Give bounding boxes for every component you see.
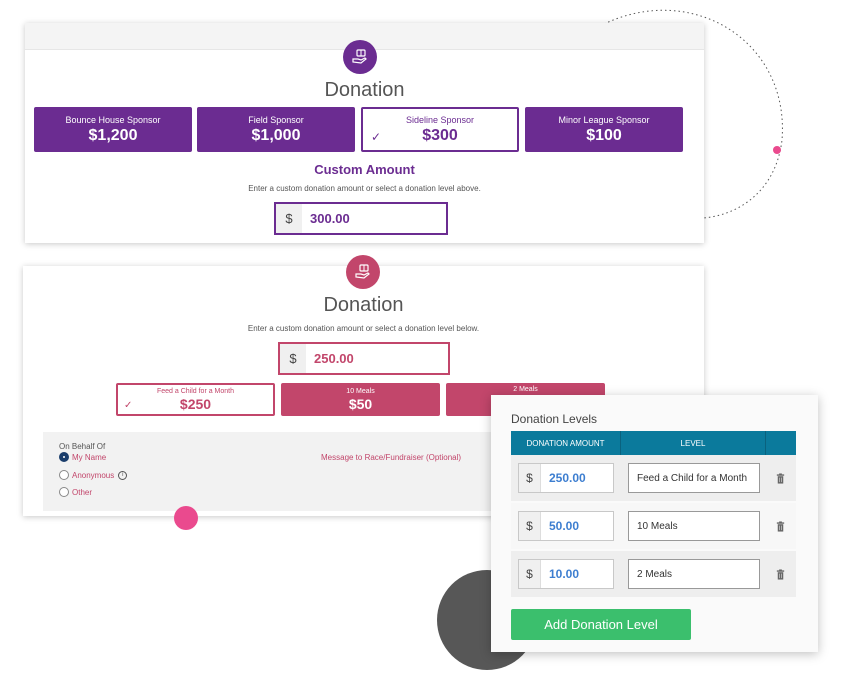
helper-text: Enter a custom donation amount or select…: [247, 324, 480, 333]
custom-amount-title: Custom Amount: [314, 162, 415, 177]
message-label: Message to Race/Fundraiser (Optional): [321, 453, 462, 462]
custom-amount-input[interactable]: $ 300.00: [274, 202, 448, 235]
amount-field[interactable]: $ 10.00: [518, 559, 614, 589]
level-amount: $50: [348, 395, 373, 412]
level-button-feed-child[interactable]: Feed a Child for a Month $250 ✓: [116, 383, 275, 416]
add-donation-level-button[interactable]: Add Donation Level: [511, 609, 691, 640]
trash-icon[interactable]: [772, 518, 788, 534]
radio-icon[interactable]: [59, 487, 69, 497]
trash-icon[interactable]: [772, 566, 788, 582]
amount-value[interactable]: 300.00: [310, 211, 350, 226]
amount-value[interactable]: 250.00: [549, 471, 586, 485]
level-name: Feed a Child for a Month: [156, 387, 235, 395]
amount-value[interactable]: 250.00: [314, 351, 354, 366]
level-amount: $300: [422, 126, 458, 144]
radio-label: Other: [72, 487, 93, 497]
level-button-10-meals[interactable]: 10 Meals $50: [281, 383, 440, 416]
table-row: $ 50.00 10 Meals: [511, 503, 796, 549]
helper-text: Enter a custom donation amount or select…: [248, 184, 481, 193]
amount-field[interactable]: $ 50.00: [518, 511, 614, 541]
donation-hand-icon: [346, 255, 380, 289]
table-row: $ 10.00 2 Meals: [511, 551, 796, 597]
check-icon: ✓: [371, 130, 382, 144]
level-button-bounce-house[interactable]: Bounce House Sponsor $1,200: [34, 107, 192, 152]
level-name: 2 Meals: [513, 386, 538, 393]
check-icon: ✓: [124, 400, 133, 411]
amount-value[interactable]: 10.00: [549, 567, 580, 581]
custom-amount-input[interactable]: $ 250.00: [278, 342, 450, 375]
radio-icon[interactable]: [59, 470, 69, 480]
level-amount: $250: [179, 395, 212, 412]
panel-title: Donation Levels: [511, 412, 598, 426]
donation-title: Donation: [324, 79, 405, 101]
level-button-sideline[interactable]: Sideline Sponsor $300 ✓: [361, 107, 519, 152]
donation-levels-panel: Donation Levels DONATION AMOUNT LEVEL $ …: [491, 395, 818, 652]
amount-value[interactable]: 50.00: [549, 519, 580, 533]
level-amount: $1,200: [88, 126, 138, 144]
column-header-actions: [766, 431, 796, 455]
level-field[interactable]: 2 Meals: [628, 559, 760, 589]
radio-other[interactable]: Other: [59, 487, 92, 497]
decorative-pink-dot: [174, 506, 198, 530]
level-amount: $1,000: [251, 126, 301, 144]
level-amount: $100: [586, 126, 622, 144]
radio-label: My Name: [72, 452, 107, 462]
donation-form-purple: Donation Bounce House Sponsor $1,200 Fie…: [25, 23, 704, 243]
level-name: 10 Meals: [346, 387, 375, 395]
column-header-amount: DONATION AMOUNT: [511, 431, 621, 455]
level-name: Minor League Sponsor: [558, 114, 650, 125]
radio-selected-icon[interactable]: [59, 452, 69, 462]
currency-symbol: $: [519, 512, 541, 540]
amount-field[interactable]: $ 250.00: [518, 463, 614, 493]
level-field[interactable]: Feed a Child for a Month: [628, 463, 760, 493]
trash-icon[interactable]: [772, 470, 788, 486]
level-button-minor-league[interactable]: Minor League Sponsor $100: [525, 107, 683, 152]
radio-my-name[interactable]: My Name: [59, 452, 106, 462]
table-header: DONATION AMOUNT LEVEL: [511, 431, 796, 455]
level-name: Field Sponsor: [248, 114, 304, 125]
level-button-field[interactable]: Field Sponsor $1,000: [197, 107, 355, 152]
radio-label: Anonymous: [72, 470, 115, 480]
on-behalf-label: On Behalf Of: [59, 442, 106, 451]
currency-symbol: $: [280, 344, 306, 373]
currency-symbol: $: [519, 464, 541, 492]
donation-title: Donation: [323, 294, 404, 316]
column-header-level: LEVEL: [621, 431, 766, 455]
info-icon[interactable]: i: [118, 470, 128, 480]
level-field[interactable]: 10 Meals: [628, 511, 760, 541]
donation-hand-icon: [343, 40, 377, 74]
currency-symbol: $: [276, 204, 302, 233]
table-row: $ 250.00 Feed a Child for a Month: [511, 455, 796, 501]
level-name: Sideline Sponsor: [405, 114, 475, 125]
currency-symbol: $: [519, 560, 541, 588]
level-name: Bounce House Sponsor: [65, 114, 161, 125]
radio-anonymous[interactable]: Anonymous i: [59, 470, 128, 480]
